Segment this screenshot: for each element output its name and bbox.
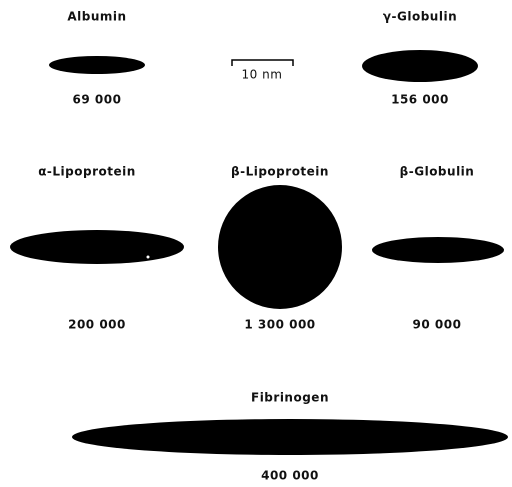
protein-name: β-Lipoprotein	[231, 165, 329, 179]
protein-name: Fibrinogen	[251, 391, 329, 405]
molecular-mass: 90 000	[413, 318, 462, 332]
protein-name: Albumin	[67, 10, 126, 24]
protein-shape	[218, 185, 342, 309]
protein-name: α-Lipoprotein	[38, 165, 136, 179]
molecular-mass: 400 000	[261, 469, 319, 483]
speck	[147, 256, 150, 259]
protein-shape	[49, 56, 145, 74]
protein-shape	[362, 50, 478, 82]
protein-shape	[10, 230, 184, 264]
protein-shape	[72, 419, 508, 455]
protein-name: γ-Globulin	[383, 10, 457, 24]
molecular-mass: 156 000	[391, 93, 449, 107]
scale-label: 10 nm	[242, 68, 283, 82]
protein-name: β-Globulin	[400, 165, 475, 179]
molecular-mass: 1 300 000	[244, 318, 315, 332]
diagram: Albumin 69 000 10 nm γ-Globulin 156 000 …	[0, 0, 512, 487]
molecular-mass: 200 000	[68, 318, 126, 332]
protein-shape	[372, 237, 504, 263]
molecular-mass: 69 000	[73, 93, 122, 107]
scale-bar	[232, 60, 293, 66]
